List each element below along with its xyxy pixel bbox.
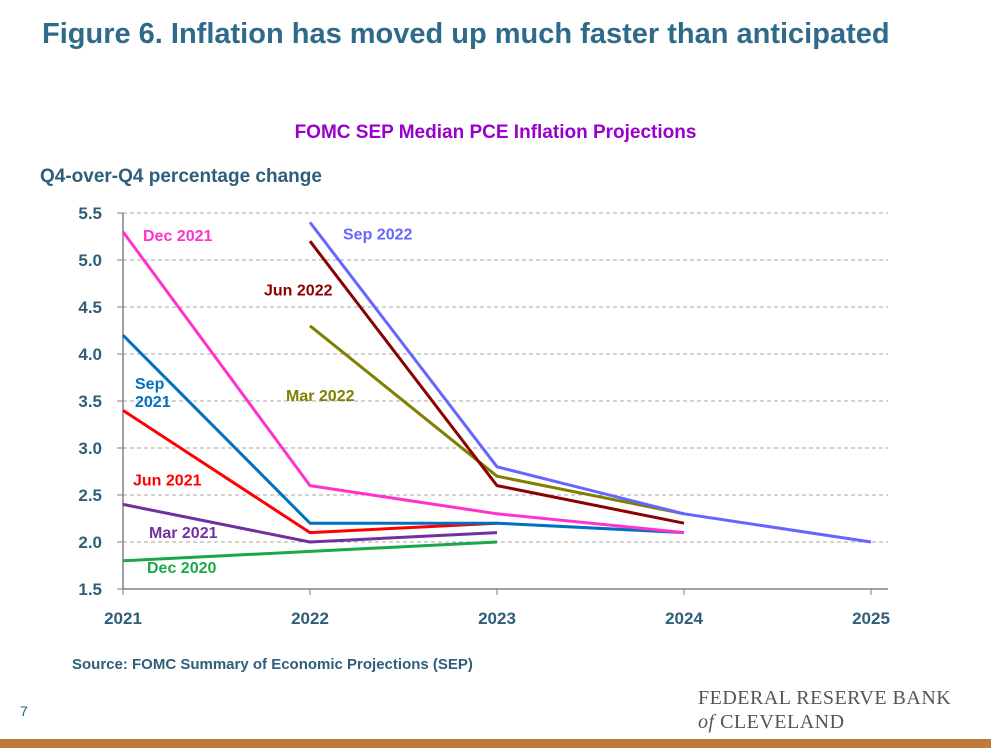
series-label-sep-2021: Sep 2021 bbox=[135, 376, 171, 411]
y-tick-label: 4.0 bbox=[78, 345, 102, 364]
y-tick-label: 3.0 bbox=[78, 439, 102, 458]
logo-line-2: of CLEVELAND bbox=[698, 710, 951, 734]
series-label-dec-2020: Dec 2020 bbox=[147, 560, 216, 577]
series-line-sep-2021 bbox=[121, 334, 685, 535]
y-tick-label: 5.5 bbox=[78, 204, 102, 223]
series-labels: Dec 2021 Sep 2022 Jun 2022 Mar 2022 Sep 2021 J… bbox=[133, 226, 412, 577]
series-line-jun-2022 bbox=[308, 240, 685, 525]
source-note: Source: FOMC Summary of Economic Project… bbox=[72, 656, 473, 673]
x-tick-label: 2022 bbox=[291, 609, 329, 628]
y-tick-label: 2.5 bbox=[78, 486, 102, 505]
series-line-mar-2021 bbox=[122, 502, 498, 544]
series-line-mar-2022 bbox=[309, 324, 685, 516]
gridlines bbox=[123, 212, 888, 543]
chart-title: FOMC SEP Median PCE Inflation Projection… bbox=[294, 122, 697, 143]
logo-cleveland: CLEVELAND bbox=[720, 711, 845, 733]
axes bbox=[117, 212, 888, 595]
series-label-mar-2022: Mar 2022 bbox=[286, 388, 355, 405]
x-tick-labels: 2021 2022 2023 2024 2025 bbox=[104, 609, 890, 628]
series-label-jun-2022: Jun 2022 bbox=[264, 283, 333, 300]
y-tick-label: 4.5 bbox=[78, 298, 102, 317]
series-label-jun-2021: Jun 2021 bbox=[133, 473, 202, 490]
y-axis-label: Q4-over-Q4 percentage change bbox=[40, 166, 322, 187]
x-tick-label: 2021 bbox=[104, 609, 142, 628]
series-line-dec-2020 bbox=[122, 540, 498, 563]
x-tick-label: 2023 bbox=[478, 609, 516, 628]
fed-cleveland-logo: FEDERAL RESERVE BANK of CLEVELAND bbox=[698, 686, 951, 734]
y-tick-label: 3.5 bbox=[78, 392, 102, 411]
logo-of: of bbox=[698, 711, 715, 733]
bottom-accent-bar bbox=[0, 739, 991, 748]
series-label-mar-2021: Mar 2021 bbox=[149, 525, 218, 542]
y-tick-label: 1.5 bbox=[78, 580, 102, 599]
x-tick-label: 2025 bbox=[852, 609, 890, 628]
series-line-sep-2022 bbox=[308, 221, 872, 544]
y-tick-label: 2.0 bbox=[78, 533, 102, 552]
page-number: 7 bbox=[20, 703, 28, 719]
series-lines bbox=[121, 221, 872, 563]
page-title: Figure 6. Inflation has moved up much fa… bbox=[42, 18, 890, 50]
series-label-dec-2021: Dec 2021 bbox=[143, 228, 212, 245]
x-tick-label: 2024 bbox=[665, 609, 703, 628]
series-label-sep-2022: Sep 2022 bbox=[343, 226, 412, 243]
series-line-dec-2021 bbox=[121, 230, 685, 535]
logo-line-1: FEDERAL RESERVE BANK bbox=[698, 687, 952, 709]
y-tick-labels: 1.5 2.0 2.5 3.0 3.5 4.0 4.5 5.0 5.5 bbox=[78, 204, 102, 599]
series-line-jun-2021 bbox=[122, 409, 498, 535]
y-tick-label: 5.0 bbox=[78, 251, 102, 270]
